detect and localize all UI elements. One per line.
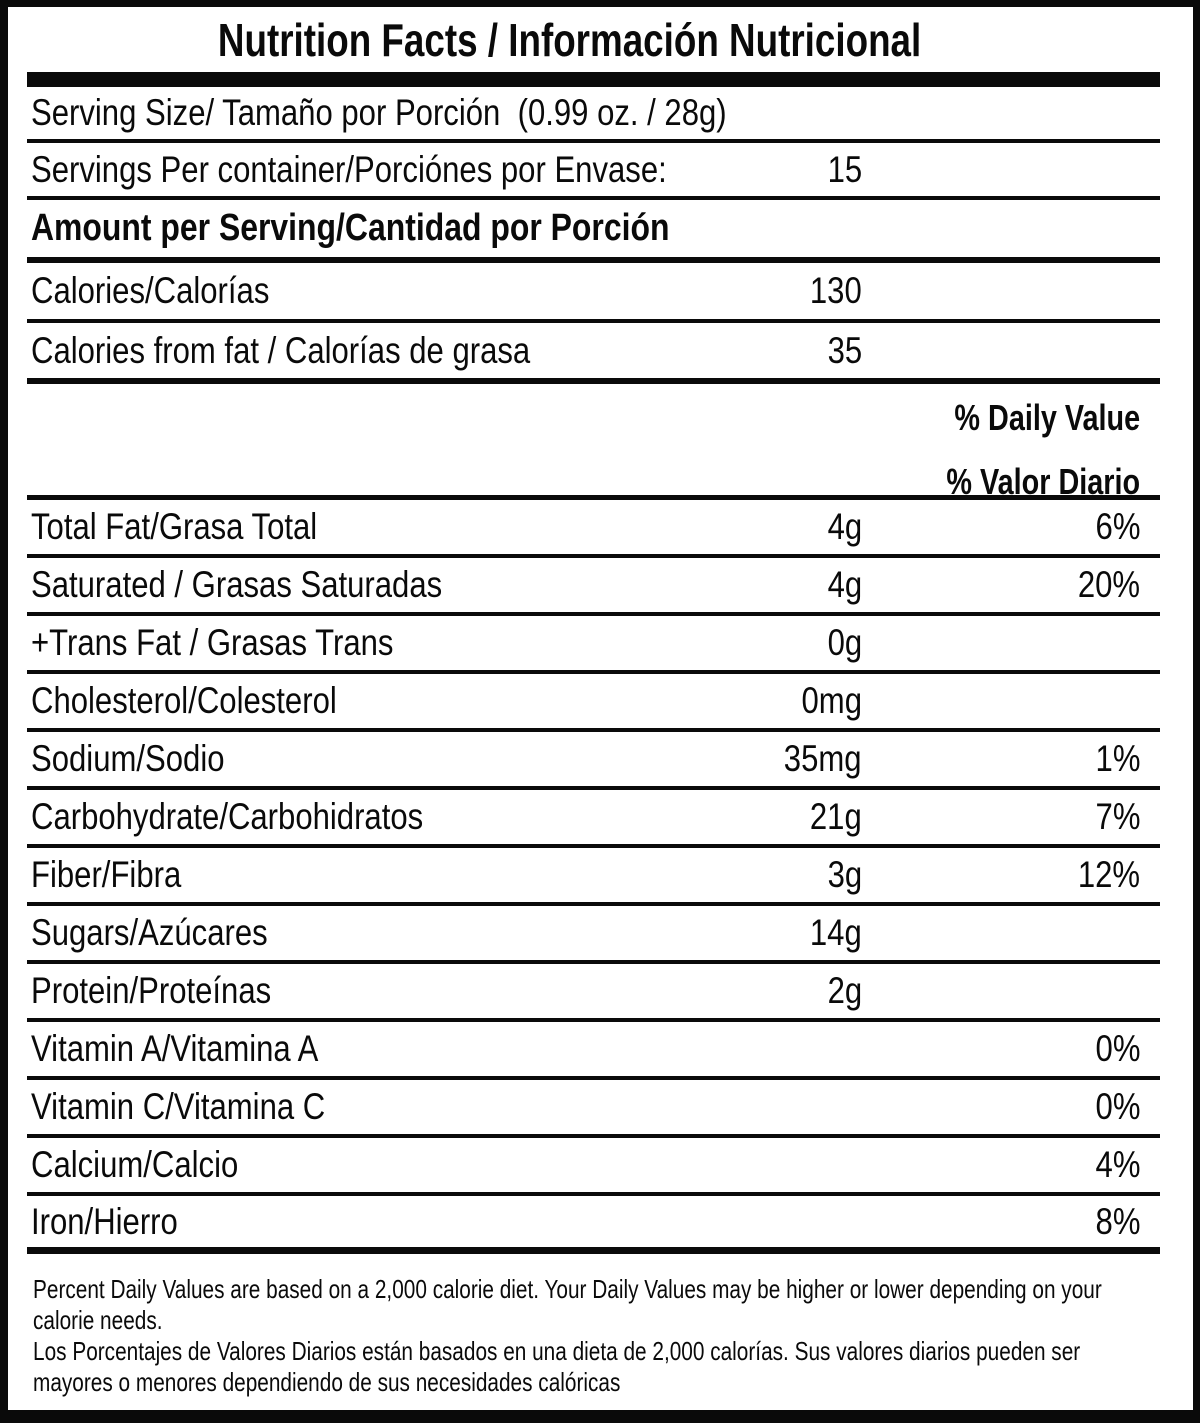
nutrient-row-carbohydrate: Carbohydrate/Carbohidratos 21g 7% [27, 790, 1160, 848]
nutrient-row-vitamin-a: Vitamin A/Vitamina A 0% [27, 1022, 1160, 1080]
calories-from-fat-value-cell: 35 [702, 330, 862, 372]
footnote-block: Percent Daily Values are based on a 2,00… [27, 1254, 1160, 1398]
nutrient-row-calcium: Calcium/Calcio 4% [27, 1138, 1160, 1196]
calories-from-fat-row: Calories from fat / Calorías de grasa 35 [27, 323, 1160, 384]
amount-per-serving-row: Amount per Serving/Cantidad por Porción [27, 200, 1160, 263]
calories-value: 130 [810, 270, 862, 311]
nutrient-daily-value: 0% [1095, 1086, 1140, 1127]
nutrient-amount: 2g [827, 970, 862, 1011]
nutrient-label: Sugars/Azúcares [31, 912, 268, 953]
footnote-es-line-1: Los Porcentajes de Valores Diarios están… [33, 1336, 1081, 1366]
nutrient-row-iron: Iron/Hierro 8% [27, 1196, 1160, 1254]
amount-per-serving-cell: Amount per Serving/Cantidad por Porción [27, 207, 1160, 250]
nutrient-label: Iron/Hierro [31, 1200, 178, 1242]
calories-value-cell: 130 [702, 270, 862, 312]
nutrient-row-saturated-fat: Saturated / Grasas Saturadas 4g 20% [27, 558, 1160, 616]
nutrient-label: Carbohydrate/Carbohidratos [31, 796, 424, 837]
daily-value-header-en: % Daily Value [954, 397, 1140, 438]
calories-from-fat-value: 35 [827, 329, 862, 371]
calories-from-fat-label-cell: Calories from fat / Calorías de grasa [27, 330, 702, 372]
nutrient-daily-value: 8% [1095, 1200, 1140, 1242]
serving-size-cell: Serving Size/ Tamaño por Porción (0.99 o… [27, 92, 1160, 134]
title-separator-bar [27, 72, 1160, 87]
nutrient-amount: 3g [827, 854, 862, 895]
nutrient-row-total-fat: Total Fat/Grasa Total 4g 6% [27, 500, 1160, 558]
amount-per-serving-header: Amount per Serving/Cantidad por Porción [31, 207, 670, 249]
nutrient-label: +Trans Fat / Grasas Trans [31, 622, 394, 663]
nutrient-amount: 21g [810, 796, 862, 837]
nutrient-daily-value: 4% [1095, 1144, 1140, 1185]
nutrient-row-sodium: Sodium/Sodio 35mg 1% [27, 732, 1160, 790]
nutrient-label: Vitamin C/Vitamina C [31, 1086, 326, 1127]
daily-value-header-es-line: % Valor Diario [27, 454, 1140, 518]
nutrient-amount: 0mg [801, 680, 862, 721]
nutrient-amount: 4g [827, 564, 862, 605]
label-header: Nutrition Facts / Información Nutriciona… [27, 7, 1160, 72]
daily-value-header-es: % Valor Diario [946, 461, 1140, 502]
footnote-en-line-1: Percent Daily Values are based on a 2,00… [33, 1274, 1102, 1304]
calories-row: Calories/Calorías 130 [27, 263, 1160, 323]
serving-size-label: Serving Size/ Tamaño por Porción (0.99 o… [31, 92, 727, 133]
servings-per-container-value: 15 [827, 148, 862, 190]
calories-label-cell: Calories/Calorías [27, 270, 702, 312]
nutrient-amount: 4g [827, 506, 862, 547]
servings-value-cell: 15 [702, 149, 862, 191]
nutrient-row-vitamin-c: Vitamin C/Vitamina C 0% [27, 1080, 1160, 1138]
nutrient-label: Cholesterol/Colesterol [31, 680, 337, 721]
nutrient-label: Protein/Proteínas [31, 970, 272, 1011]
calories-label: Calories/Calorías [31, 270, 270, 311]
nutrient-row-trans-fat: +Trans Fat / Grasas Trans 0g [27, 616, 1160, 674]
nutrient-label: Vitamin A/Vitamina A [31, 1028, 319, 1069]
servings-per-container-label: Servings Per container/Porciónes por Env… [31, 148, 667, 190]
calories-from-fat-label: Calories from fat / Calorías de grasa [31, 329, 531, 371]
daily-value-header-block: % Daily Value % Valor Diario [27, 384, 1160, 502]
nutrient-row-cholesterol: Cholesterol/Colesterol 0mg [27, 674, 1160, 732]
footnote-en-line-2: calorie needs. [33, 1305, 163, 1335]
nutrient-amount: 0g [827, 622, 862, 663]
nutrient-daily-value: 6% [1095, 506, 1140, 547]
serving-size-row: Serving Size/ Tamaño por Porción (0.99 o… [27, 87, 1160, 143]
daily-value-header-en-line: % Daily Value [27, 390, 1140, 454]
nutrient-row-sugars: Sugars/Azúcares 14g [27, 906, 1160, 964]
nutrient-label: Calcium/Calcio [31, 1144, 239, 1185]
nutrient-row-protein: Protein/Proteínas 2g [27, 964, 1160, 1022]
servings-label-cell: Servings Per container/Porciónes por Env… [27, 149, 702, 191]
nutrient-daily-value: 7% [1095, 796, 1140, 837]
nutrient-daily-value: 20% [1077, 564, 1140, 605]
nutrient-daily-value: 0% [1095, 1028, 1140, 1069]
nutrient-row-fiber: Fiber/Fibra 3g 12% [27, 848, 1160, 906]
servings-per-container-row: Servings Per container/Porciónes por Env… [27, 143, 1160, 200]
page-title: Nutrition Facts / Información Nutriciona… [217, 13, 922, 66]
nutrient-label: Total Fat/Grasa Total [31, 506, 318, 547]
nutrient-daily-value: 12% [1077, 854, 1140, 895]
nutrient-amount: 14g [810, 912, 862, 953]
nutrient-label: Sodium/Sodio [31, 738, 225, 779]
nutrient-label: Fiber/Fibra [31, 854, 182, 895]
nutrient-label: Saturated / Grasas Saturadas [31, 564, 443, 605]
nutrient-amount: 35mg [784, 738, 862, 779]
footnote-es-line-2: mayores o menores dependiendo de sus nec… [33, 1367, 621, 1397]
nutrient-daily-value: 1% [1095, 738, 1140, 779]
